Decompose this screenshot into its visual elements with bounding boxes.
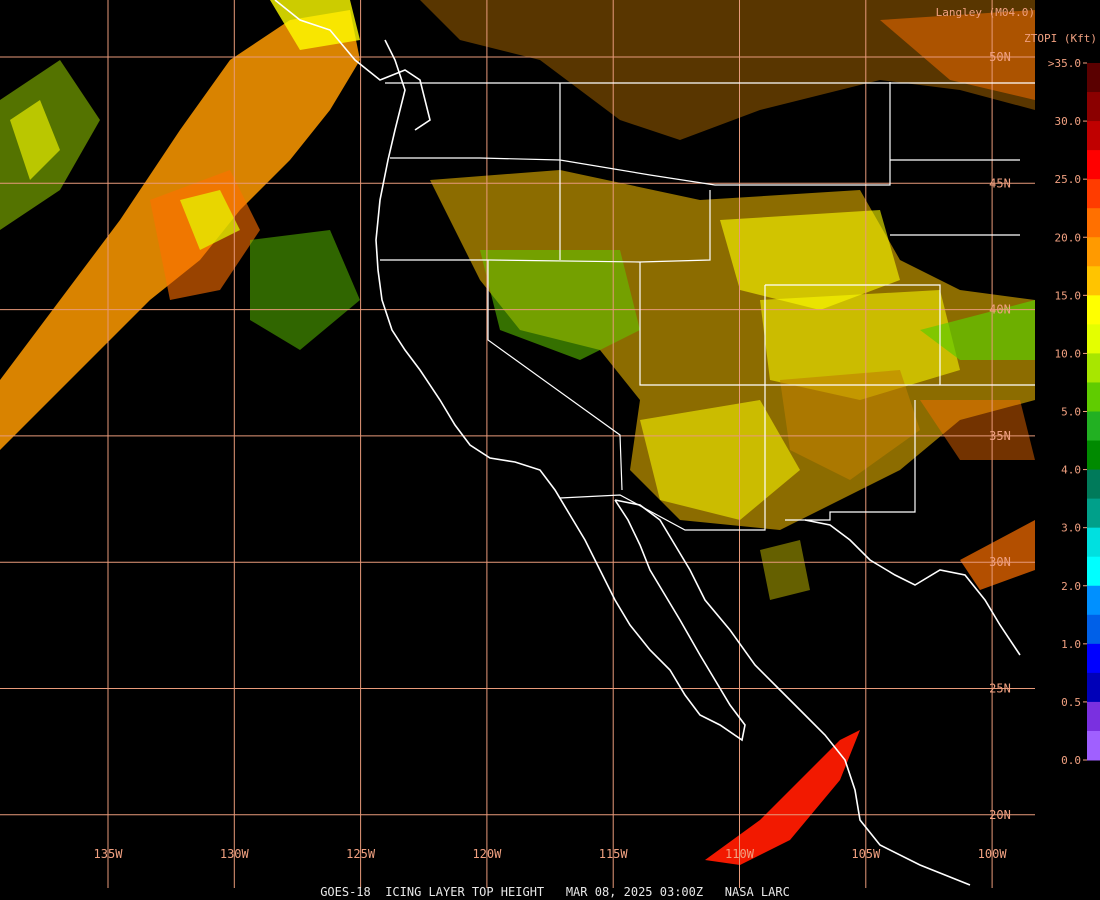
colorbar-segment: [1087, 585, 1100, 616]
latitude-label: 45N: [989, 176, 1011, 190]
colorbar-segment: [1087, 150, 1100, 180]
colorbar-label: 30.0: [1055, 115, 1082, 128]
colorbar-segment: [1087, 208, 1100, 238]
cloud-field: [0, 0, 1035, 865]
colorbar-label: 0.5: [1061, 696, 1081, 709]
colorbar-label: 25.0: [1055, 173, 1082, 186]
longitude-label: 100W: [978, 847, 1008, 861]
colorbar-label: 2.0: [1061, 580, 1081, 593]
colorbar-segment: [1087, 266, 1100, 296]
colorbar-segment: [1087, 614, 1100, 645]
latitude-label: 40N: [989, 303, 1011, 317]
colorbar-segment: [1087, 643, 1100, 674]
colorbar-segment: [1087, 353, 1100, 383]
longitude-label: 110W: [725, 847, 755, 861]
colorbar-segment: [1087, 469, 1100, 500]
colorbar-label: 5.0: [1061, 406, 1081, 419]
product-label: ZTOPI (Kft): [1024, 32, 1097, 45]
colorbar-label: 0.0: [1061, 754, 1081, 767]
longitude-label: 130W: [220, 847, 250, 861]
colorbar-label: >35.0: [1048, 57, 1081, 70]
cloud-area: [880, 10, 1035, 100]
coastlines: [274, 0, 1021, 886]
cloud-area: [180, 190, 240, 250]
colorbar-label: 3.0: [1061, 522, 1081, 535]
cloud-area: [920, 300, 1035, 360]
cloud-area: [920, 400, 1035, 460]
source-label: Langley (M04.0): [936, 6, 1035, 19]
latitude-label: 50N: [989, 50, 1011, 64]
cloud-area: [960, 520, 1035, 590]
cloud-area: [780, 370, 920, 480]
colorbar-segment: [1087, 92, 1100, 122]
colorbar-segment: [1087, 63, 1100, 93]
longitude-label: 125W: [346, 847, 376, 861]
longitude-label: 115W: [599, 847, 629, 861]
longitude-label: 105W: [851, 847, 881, 861]
colorbar-segment: [1087, 527, 1100, 558]
colorbar-label: 4.0: [1061, 464, 1081, 477]
colorbar-segment: [1087, 730, 1100, 761]
cloud-area: [480, 250, 640, 360]
cloud-area: [250, 230, 360, 350]
cloud-area: [760, 540, 810, 600]
cloud-area: [760, 290, 960, 400]
cloud-area: [705, 730, 860, 865]
colorbar-segment: [1087, 382, 1100, 412]
longitude-label: 135W: [94, 847, 124, 861]
colorbar-segment: [1087, 324, 1100, 354]
colorbar-label: 10.0: [1055, 347, 1082, 360]
colorbar-segment: [1087, 411, 1100, 442]
cloud-area: [420, 0, 1035, 140]
colorbar-segment: [1087, 237, 1100, 267]
latitude-label: 30N: [989, 555, 1011, 569]
colorbar-segment: [1087, 672, 1100, 703]
colorbar-label: 20.0: [1055, 231, 1082, 244]
colorbar-segment: [1087, 701, 1100, 732]
colorbar-segment: [1087, 121, 1100, 151]
colorbar: >35.0 30.0 25.0 20.0 15.0 10.0 5.0 4.0 3.0 2.0 1.0…: [1048, 57, 1100, 767]
cloud-area: [10, 100, 60, 180]
colorbar-segment: [1087, 295, 1100, 325]
cloud-area: [640, 400, 800, 520]
colorbar-label: 1.0: [1061, 638, 1081, 651]
colorbar-segment: [1087, 556, 1100, 587]
latitude-label: 20N: [989, 808, 1011, 822]
footer-caption: GOES-18 ICING LAYER TOP HEIGHT MAR 08, 2…: [320, 885, 790, 899]
longitude-label: 120W: [472, 847, 502, 861]
latitude-label: 35N: [989, 429, 1011, 443]
colorbar-segment: [1087, 498, 1100, 529]
graticule: [0, 0, 1035, 888]
latitude-label: 25N: [989, 682, 1011, 696]
colorbar-label: 15.0: [1055, 289, 1082, 302]
state-borders: [380, 82, 1035, 531]
colorbar-segment: [1087, 179, 1100, 209]
colorbar-segment: [1087, 440, 1100, 471]
